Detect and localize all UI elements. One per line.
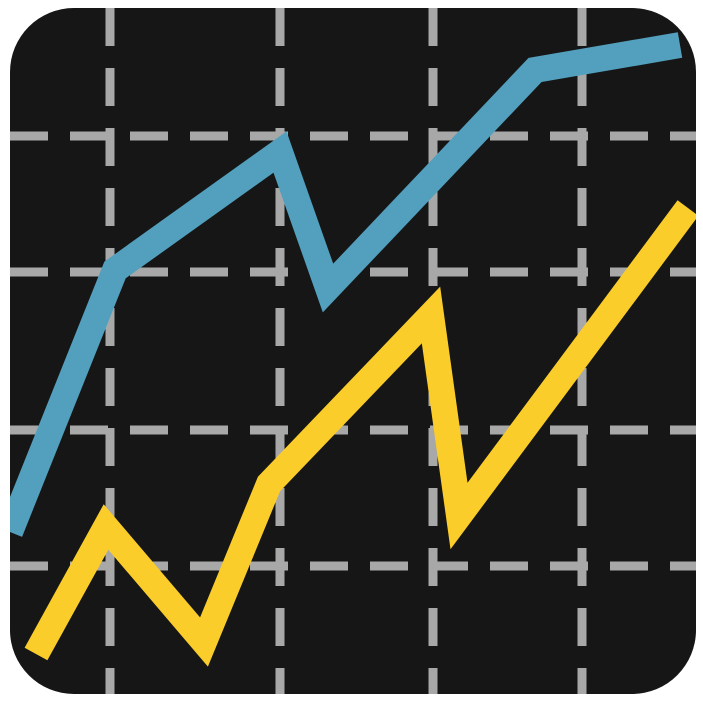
series-line-blue [10, 32, 683, 537]
icon-tile-background [10, 8, 696, 694]
series-line-yellow [24, 200, 696, 667]
chart-grid [10, 8, 696, 694]
